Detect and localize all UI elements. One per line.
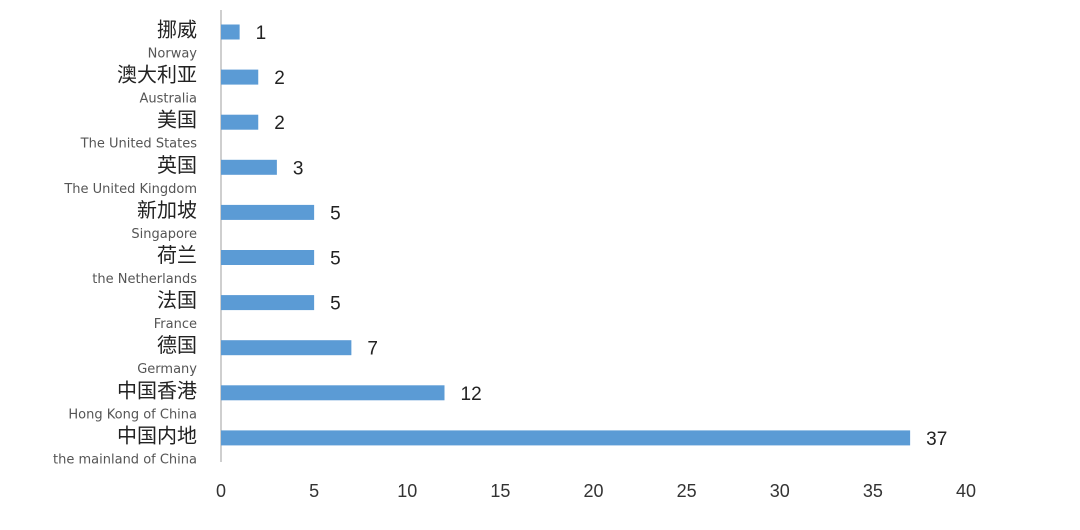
value-label: 3 (293, 158, 304, 179)
bar (221, 340, 352, 356)
category-label: 英国 (157, 153, 197, 177)
category-sublabel: the mainland of China (53, 452, 197, 467)
bar (221, 159, 277, 175)
category-label: 新加坡 (137, 198, 197, 222)
bar (221, 24, 240, 40)
x-tick-label: 25 (677, 481, 697, 501)
x-tick-label: 30 (770, 481, 790, 501)
x-tick-label: 0 (216, 481, 226, 501)
bar (221, 114, 259, 130)
value-label: 2 (274, 113, 285, 134)
category-label: 澳大利亚 (117, 63, 197, 87)
category-label: 中国内地 (117, 423, 197, 447)
x-tick-label: 5 (309, 481, 319, 501)
value-label: 5 (330, 249, 341, 270)
bar (221, 250, 315, 265)
category-sublabel: Singapore (131, 227, 197, 242)
value-label: 37 (926, 429, 947, 450)
x-tick-label: 35 (863, 481, 883, 501)
category-sublabel: Hong Kong of China (68, 407, 197, 422)
value-label: 5 (330, 294, 341, 315)
category-label: 德国 (157, 333, 197, 357)
category-label: 挪威 (157, 18, 197, 42)
category-sublabel: The United States (80, 137, 198, 152)
category-sublabel: The United Kingdom (63, 182, 197, 197)
category-label: 荷兰 (157, 243, 197, 267)
x-tick-label: 40 (956, 481, 976, 501)
bar (221, 69, 259, 85)
value-label: 12 (461, 384, 482, 405)
value-label: 1 (256, 23, 267, 44)
x-tick-label: 20 (583, 481, 603, 501)
category-label: 美国 (157, 108, 197, 132)
category-sublabel: Germany (137, 362, 197, 377)
bar (221, 204, 315, 220)
category-label: 中国香港 (117, 378, 197, 402)
bar (221, 430, 911, 446)
category-sublabel: the Netherlands (92, 272, 197, 287)
x-tick-label: 10 (397, 481, 417, 501)
value-label: 5 (330, 203, 341, 224)
bar (221, 385, 445, 401)
x-tick-label: 15 (490, 481, 510, 501)
bar (221, 295, 315, 311)
value-label: 2 (274, 68, 285, 89)
category-sublabel: Australia (139, 92, 197, 107)
value-label: 7 (367, 339, 378, 360)
category-sublabel: Norway (148, 47, 198, 62)
category-label: 法国 (157, 288, 197, 312)
category-sublabel: France (154, 317, 197, 332)
